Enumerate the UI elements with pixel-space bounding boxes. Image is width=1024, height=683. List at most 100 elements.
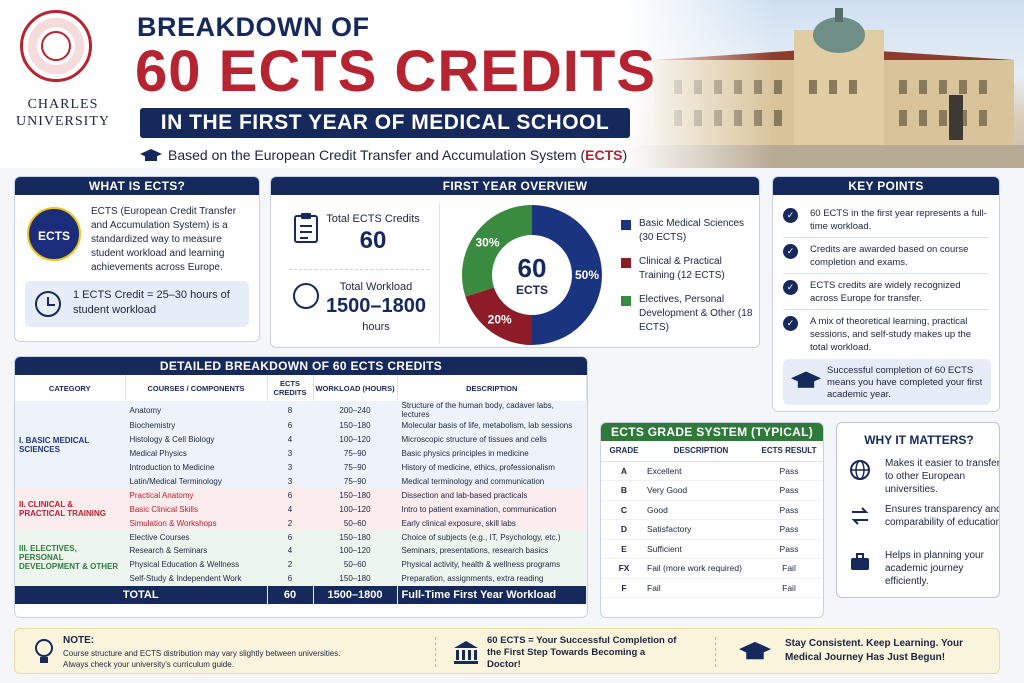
grade-cell: Fail xyxy=(755,558,823,579)
total-row: TOTAL 60 1500–1800 Full-Time First Year Wor… xyxy=(15,585,587,604)
grade-row: D Satisfactory Pass xyxy=(601,519,823,540)
motivation-text: Stay Consistent. Keep Learning. Your Med… xyxy=(785,638,963,663)
table-row: Biochemistry 6 150–180 Molecular basis of l… xyxy=(15,419,587,433)
check-icon: ✓ xyxy=(783,280,798,295)
table-cell: Structure of the human body, cadaver lab… xyxy=(397,401,587,419)
column-header: GRADE xyxy=(601,441,647,462)
table-cell: 150–180 xyxy=(313,488,398,503)
table-cell: Simulation & Workshops xyxy=(125,516,268,531)
category-cell: III. ELECTIVES, PERSONAL DEVELOPMENT & O… xyxy=(15,530,126,586)
grade-cell: A xyxy=(601,461,647,481)
table-cell: 75–90 xyxy=(313,460,398,475)
table-cell: Latin/Medical Terminology xyxy=(125,474,268,489)
credit-equivalence-text: 1 ECTS Credit = 25–30 hours of student w… xyxy=(73,289,230,316)
table-row: Histology & Cell Biology 4 100–120 Microsco… xyxy=(15,432,587,447)
table-row: Physical Education & Wellness 2 50–60 Physi… xyxy=(15,557,587,572)
table-row: I. BASIC MEDICAL SCIENCES Anatomy 8 200–240… xyxy=(15,401,587,489)
grade-cell: Pass xyxy=(755,519,823,540)
table-cell: 100–120 xyxy=(313,544,398,558)
table-cell: 2 xyxy=(267,516,314,531)
category-cell: II. CLINICAL & PRACTICAL TRAINING xyxy=(15,488,126,531)
table-row: Simulation & Workshops 2 50–60 Early clinic… xyxy=(15,516,587,531)
table-row: Latin/Medical Terminology 3 75–90 Medical t… xyxy=(15,474,587,489)
table-cell: Seminars, presentations, research basics xyxy=(397,544,587,558)
total-cell: 1500–1800 xyxy=(313,585,398,604)
grade-cell: Fail xyxy=(647,578,755,598)
globe-icon xyxy=(850,460,870,480)
grade-system-panel: ECTS GRADE SYSTEM (TYPICAL) GRADE DESCRI… xyxy=(600,422,824,618)
grade-system-heading: ECTS GRADE SYSTEM (TYPICAL) xyxy=(601,423,823,441)
grade-row: F Fail Fail xyxy=(601,578,823,598)
grade-cell: Pass xyxy=(755,539,823,559)
credit-equivalence-box: 1 ECTS Credit = 25–30 hours of student w… xyxy=(25,281,249,327)
table-cell: Biochemistry xyxy=(125,419,268,433)
table-row: Research & Seminars 4 100–120 Seminars, pre… xyxy=(15,544,587,558)
grade-cell: FX xyxy=(601,558,647,579)
table-cell: Physical activity, health & wellness pro… xyxy=(397,557,587,572)
legend-swatch xyxy=(621,296,631,306)
donut-legend: Basic Medical Sciences (30 ECTS) Clinical… xyxy=(621,217,757,337)
table-row: Basic Clinical Skills 4 100–120 Intro to pa… xyxy=(15,502,587,517)
briefcase-icon xyxy=(851,553,869,570)
ects-eu-badge-icon: ECTS xyxy=(27,207,81,261)
table-cell: 50–60 xyxy=(313,557,398,572)
table-cell: 100–120 xyxy=(313,502,398,517)
workload-label: Total Workload xyxy=(339,281,413,293)
table-cell: Early clinical exposure, skill labs xyxy=(397,516,587,531)
grade-row: B Very Good Pass xyxy=(601,480,823,501)
grade-cell: Pass xyxy=(755,461,823,481)
table-cell: 150–180 xyxy=(313,419,398,433)
grade-cell: Pass xyxy=(755,500,823,520)
subtitle: Based on the European Credit Transfer an… xyxy=(140,147,627,163)
total-cell: TOTAL xyxy=(15,585,268,604)
total-credits-label: Total ECTS Credits xyxy=(326,213,420,225)
table-cell: Preparation, assignments, extra reading xyxy=(397,571,587,586)
grade-cell: Fail (more work required) xyxy=(647,558,755,579)
grade-cell: Satisfactory xyxy=(647,519,755,540)
donut-slice xyxy=(532,205,602,345)
grade-cell: Sufficient xyxy=(647,539,755,559)
grade-cell: B xyxy=(601,480,647,501)
donut-slice-label: 50% xyxy=(575,268,599,282)
table-cell: History of medicine, ethics, professiona… xyxy=(397,460,587,475)
table-cell: 8 xyxy=(267,401,314,419)
table-cell: Physical Education & Wellness xyxy=(125,557,268,572)
lightbulb-icon xyxy=(35,639,53,663)
transfer-arrows-icon xyxy=(851,507,869,525)
workload-unit: hours xyxy=(362,321,390,333)
table-cell: Microscopic structure of tissues and cel… xyxy=(397,432,587,447)
table-cell: 3 xyxy=(267,446,314,461)
grade-cell: F xyxy=(601,578,647,598)
graduation-cap-icon xyxy=(140,149,162,162)
table-row: Self-Study & Independent Work 6 150–180 Pre… xyxy=(15,571,587,586)
table-cell: Practical Anatomy xyxy=(125,488,268,503)
grade-cell: Fail xyxy=(755,578,823,598)
breakdown-heading: DETAILED BREAKDOWN OF 60 ECTS CREDITS xyxy=(15,357,587,375)
grade-cell: E xyxy=(601,539,647,559)
title-line-1: BREAKDOWN OF xyxy=(137,12,370,42)
total-credits-value: 60 xyxy=(359,227,387,254)
legend-swatch xyxy=(621,258,631,268)
donut-slice-label: 20% xyxy=(488,312,512,326)
table-cell: Dissection and lab-based practicals xyxy=(397,488,587,503)
table-cell: Intro to patient examination, communicat… xyxy=(397,502,587,517)
donut-slice xyxy=(465,287,532,345)
table-cell: 100–120 xyxy=(313,432,398,447)
grade-table: GRADE DESCRIPTION ECTS RESULT A Excellent… xyxy=(601,441,823,598)
university-name: CHARLES UNIVERSITY xyxy=(16,97,110,129)
column-header: WORKLOAD (HOURS) xyxy=(313,375,398,401)
category-cell: I. BASIC MEDICAL SCIENCES xyxy=(15,401,126,489)
grade-cell: Good xyxy=(647,500,755,520)
table-cell: 150–180 xyxy=(313,571,398,586)
table-cell: 75–90 xyxy=(313,474,398,489)
key-points-heading: KEY POINTS xyxy=(773,177,999,195)
legend-label: Basic Medical Sciences (30 ECTS) xyxy=(639,218,745,243)
grade-row: C Good Pass xyxy=(601,500,823,520)
what-is-ects-heading: WHAT IS ECTS? xyxy=(15,177,259,195)
table-cell: 75–90 xyxy=(313,446,398,461)
table-cell: 200–240 xyxy=(313,401,398,419)
grade-row: E Sufficient Pass xyxy=(601,539,823,559)
workload-value: 1500–1800 xyxy=(325,295,427,317)
column-header: DESCRIPTION xyxy=(647,441,755,462)
total-cell: 60 xyxy=(267,585,314,604)
